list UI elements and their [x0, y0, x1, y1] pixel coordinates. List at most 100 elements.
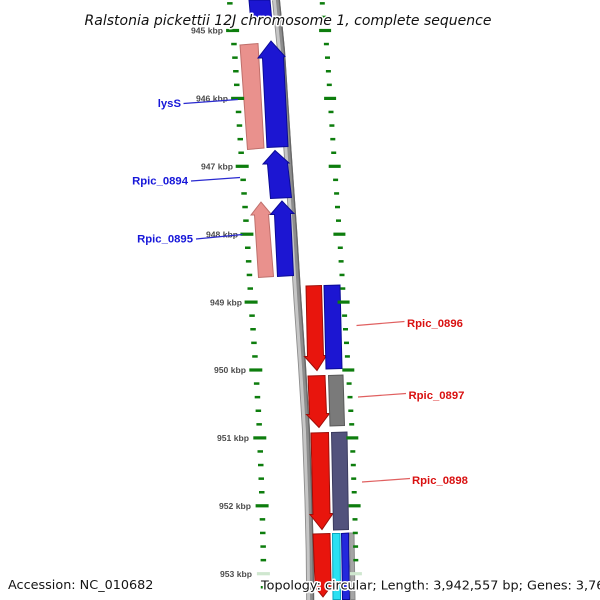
ruler-minor-tick — [353, 586, 359, 589]
gene-label-rpic0896[interactable]: Rpic_0896 — [407, 318, 463, 330]
ruler-minor-tick — [259, 518, 266, 521]
ruler-minor-tick — [349, 423, 355, 426]
ruler-major-tick — [244, 300, 258, 304]
callout-line-rpic0897 — [357, 392, 407, 398]
callout-line-rpic0896 — [356, 320, 405, 327]
ruler-major-tick — [333, 232, 346, 236]
ruler-minor-tick — [242, 205, 248, 209]
ruler-minor-tick — [339, 273, 345, 277]
ruler-minor-tick — [249, 314, 255, 317]
ruler-major-tick — [256, 572, 270, 576]
ruler-label-945: 945 kbp — [191, 26, 223, 36]
ruler-minor-tick — [328, 110, 334, 114]
ruler-label-950: 950 kbp — [214, 365, 246, 375]
ruler-minor-tick — [335, 205, 340, 209]
ruler-minor-tick — [348, 409, 354, 412]
gene-label-rpic0894[interactable]: Rpic_0894 — [132, 176, 189, 188]
ruler-ticks — [226, 2, 362, 589]
ruler-minor-tick — [245, 260, 252, 263]
ruler-minor-tick — [346, 382, 352, 385]
footer-topology: Topology: circular; Length: 3,942,557 bp… — [260, 579, 600, 594]
callout-line-rpic0898 — [361, 477, 411, 483]
ruler-minor-tick — [252, 355, 258, 358]
gene-arrow-rpic0896-outer[interactable] — [323, 284, 343, 370]
gene-label-lysS[interactable]: lysS — [158, 98, 182, 110]
ruler-label-952: 952 kbp — [219, 501, 251, 511]
ruler-minor-tick — [353, 558, 359, 562]
ruler-label-951: 951 kbp — [217, 433, 249, 443]
ruler-minor-tick — [233, 70, 239, 73]
ruler-minor-tick — [243, 219, 249, 222]
ruler-minor-tick — [353, 545, 359, 548]
ruler-minor-tick — [260, 531, 266, 535]
gene-arrow-rpic0897-cds[interactable] — [305, 374, 331, 429]
gene-arrow-rpic0898-cds[interactable] — [308, 431, 334, 531]
ruler-minor-tick — [350, 463, 356, 467]
ruler-major-tick — [226, 28, 240, 33]
ruler-minor-tick — [321, 15, 327, 19]
ruler-minor-tick — [351, 491, 357, 494]
ruler-major-tick — [348, 504, 361, 508]
ruler-major-tick — [319, 28, 332, 33]
ruler-minor-tick — [319, 2, 325, 5]
ruler-major-tick — [255, 504, 269, 508]
gene-callout-lines — [183, 98, 411, 483]
ruler-minor-tick — [259, 491, 265, 494]
ruler-minor-tick — [343, 328, 348, 331]
ruler-minor-tick — [232, 56, 238, 59]
gene-arrow-rpic0897-outer[interactable] — [327, 374, 346, 427]
ruler-minor-tick — [251, 341, 257, 345]
ruler-minor-tick — [351, 477, 357, 480]
ruler-minor-tick — [330, 137, 336, 141]
ruler-minor-tick — [247, 287, 253, 290]
gene-arrow-lysS-outer[interactable] — [239, 42, 265, 151]
ruler-minor-tick — [334, 192, 340, 195]
ruler-major-tick — [249, 368, 263, 372]
ruler-minor-tick — [352, 518, 358, 521]
gene-arrow-bottom-cds[interactable] — [310, 532, 336, 598]
gene-arrow-top-partial[interactable] — [248, 0, 273, 18]
ruler-minor-tick — [344, 355, 350, 358]
ruler-minor-tick — [253, 382, 260, 385]
ruler-minor-tick — [258, 477, 264, 480]
ruler-minor-tick — [333, 178, 339, 182]
gene-label-rpic0898[interactable]: Rpic_0898 — [412, 475, 468, 487]
ruler-minor-tick — [227, 2, 233, 5]
gene-arrow-rpic0898-outer[interactable] — [330, 431, 350, 531]
gene-arrow-lysS-cds[interactable] — [256, 40, 289, 149]
ruler-minor-tick — [250, 328, 256, 331]
gene-arrow-rpic0896-cds[interactable] — [303, 284, 328, 372]
ruler-minor-tick — [331, 151, 337, 154]
ruler-minor-tick — [256, 423, 262, 426]
ruler-minor-tick — [342, 314, 348, 317]
ruler-minor-tick — [260, 545, 266, 548]
ruler-major-tick — [337, 300, 350, 304]
ruler-minor-tick — [234, 83, 240, 87]
callout-line-rpic0894 — [190, 176, 241, 182]
callout-line-rpic0895 — [195, 233, 243, 240]
ruler-minor-tick — [236, 124, 243, 127]
ruler-minor-tick — [238, 151, 244, 154]
ruler-minor-tick — [325, 70, 331, 73]
ruler-major-tick — [253, 436, 267, 440]
ruler-minor-tick — [235, 110, 242, 114]
ruler-major-tick — [349, 572, 362, 576]
ruler-major-tick — [342, 368, 355, 372]
gene-label-rpic0897[interactable]: Rpic_0897 — [409, 390, 465, 402]
gene-arrow-rpic0895-outer[interactable] — [249, 201, 275, 279]
ruler-minor-tick — [352, 531, 358, 535]
ruler-minor-tick — [326, 83, 332, 87]
gene-arrow-rpic0894-cds[interactable] — [261, 149, 293, 200]
ruler-minor-tick — [347, 395, 353, 399]
feature-arrows — [239, 0, 356, 600]
ruler-label-953: 953 kbp — [220, 569, 252, 579]
ruler-minor-tick — [255, 409, 262, 412]
callout-line-lysS — [183, 98, 239, 105]
gene-arrow-rpic0895-cds[interactable] — [269, 200, 296, 278]
ruler-labels: 945 kbp 946 kbp 947 kbp 948 kbp 949 kbp … — [190, 25, 253, 580]
ruler-minor-tick — [245, 246, 251, 249]
gene-label-rpic0895[interactable]: Rpic_0895 — [137, 234, 193, 246]
ruler-minor-tick — [260, 586, 267, 589]
